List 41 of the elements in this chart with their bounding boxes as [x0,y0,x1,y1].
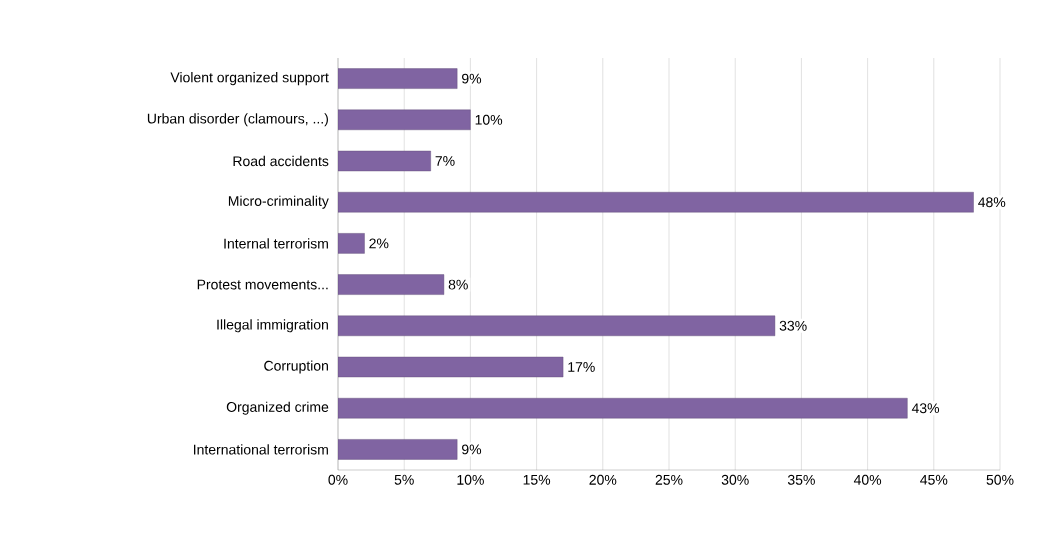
x-tick-label: 50% [986,474,1014,485]
y-tick-label: International terrorism [194,444,328,455]
bar [338,109,471,130]
bar [338,68,458,89]
bar [338,233,365,254]
bar [338,274,445,295]
bar [338,439,458,460]
data-label: 2% [369,238,389,249]
y-tick-label: Urban disorder (clamours, ...) [147,113,328,127]
data-label: 9% [462,444,482,455]
data-label: 48% [978,197,1006,208]
data-label: 9% [462,73,482,84]
x-tick-label: 30% [721,474,749,485]
data-label: 33% [779,320,807,331]
data-label: 7% [435,156,455,166]
y-tick-label: Internal terrorism [224,238,328,249]
bar [338,315,776,336]
bar [338,150,431,172]
x-tick-label: 40% [853,474,882,485]
y-tick-label: Violent organized support [170,72,329,86]
x-tick-label: 15% [523,474,551,485]
x-tick-label: 45% [920,474,948,485]
bar [338,356,564,378]
x-tick-label: 10% [457,474,484,485]
y-tick-label: Organized crime [226,401,329,415]
x-tick-label: 20% [589,474,617,485]
x-tick-label: 5% [394,474,414,485]
data-label: 17% [568,362,595,372]
x-tick-label: 25% [655,474,683,485]
y-tick-label: Illegal immigration [217,319,328,333]
y-tick-label: Protest movements... [197,279,328,290]
data-label: 43% [911,403,940,414]
y-tick-label: Micro-criminality [228,195,329,209]
y-tick-label: Road accidents [233,155,329,167]
x-tick-label: 35% [787,474,815,485]
x-tick-label: 0% [328,474,348,485]
y-tick-label: Corruption [264,360,328,374]
data-label: 10% [475,114,503,125]
bar [338,192,974,213]
data-label: 8% [448,279,468,290]
bar [338,398,908,419]
